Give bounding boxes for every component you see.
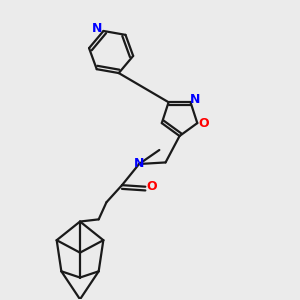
Text: O: O	[147, 180, 158, 193]
Text: O: O	[199, 117, 209, 130]
Text: N: N	[92, 22, 102, 35]
Text: N: N	[190, 93, 200, 106]
Text: N: N	[134, 157, 144, 169]
